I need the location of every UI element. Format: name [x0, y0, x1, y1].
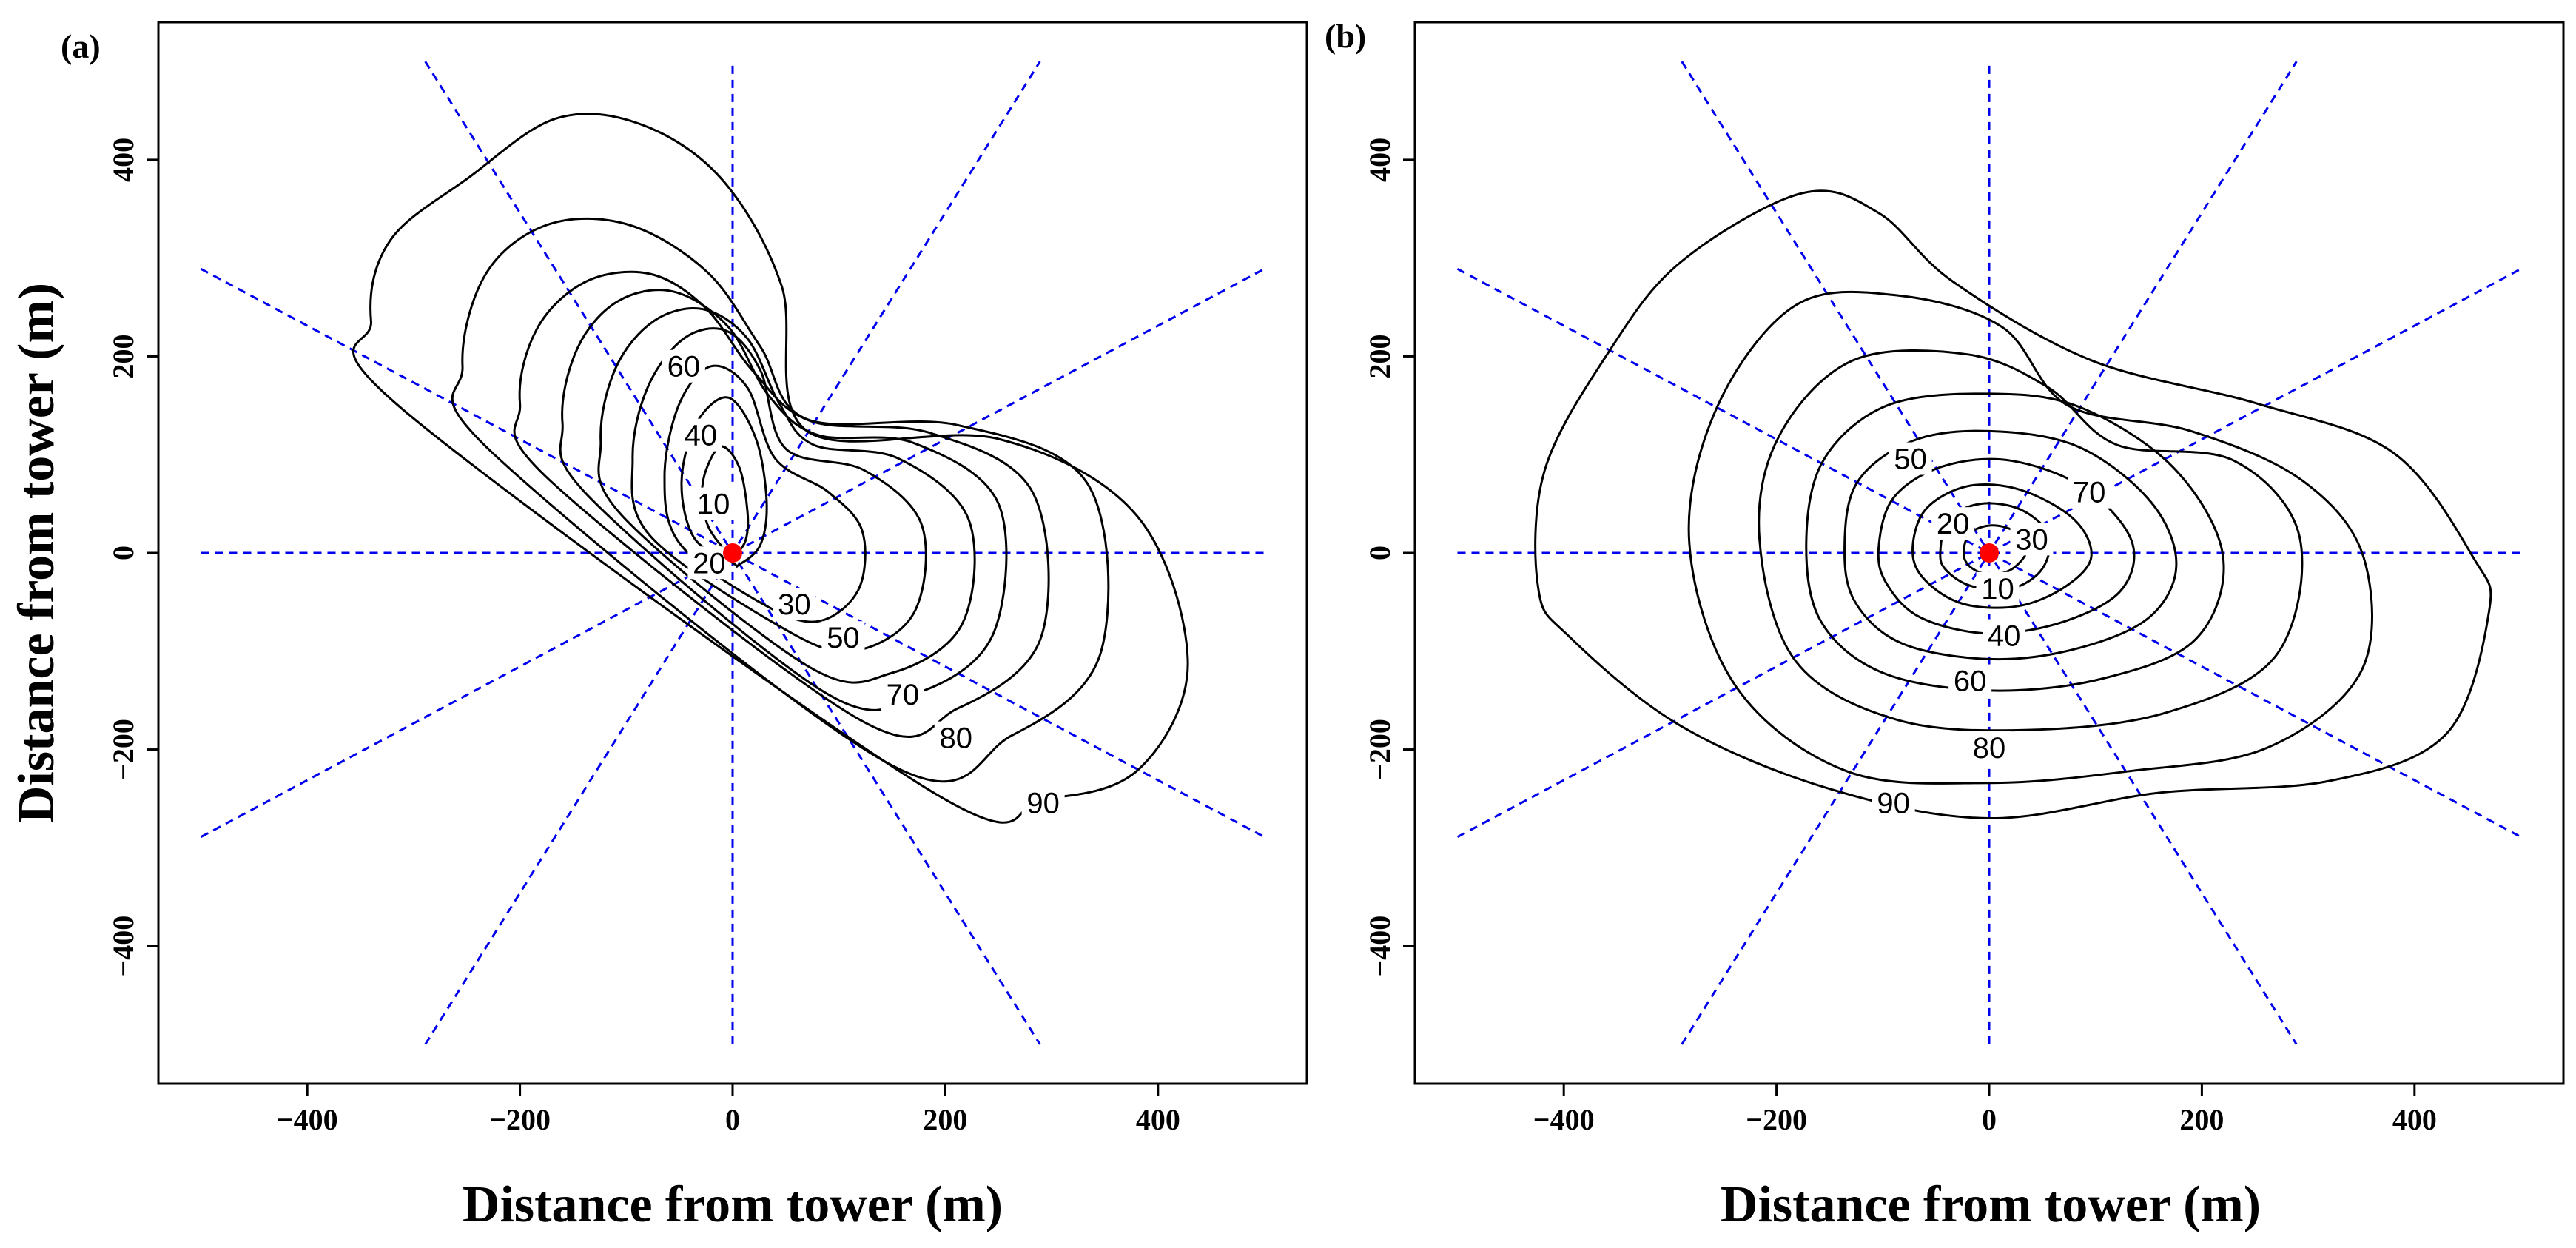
panel-b: (b) 10 20 30 40 50 60 70 80 90 −400 −200 0 200 400 −… [1325, 17, 2565, 1233]
contour-label-bg-a-80 [934, 721, 978, 754]
x-tick-label-b: 200 [2179, 1103, 2224, 1136]
contour-label-bg-b-60 [1948, 664, 1992, 697]
contour-b-30 [1911, 483, 2093, 609]
x-tick-label-b: 0 [1982, 1103, 1997, 1136]
contour-label-b-90: 90 [1877, 787, 1910, 819]
contour-b-40 [1877, 457, 2136, 635]
y-tick-label-b: −400 [1363, 916, 1396, 977]
y-axis-b: −400 −200 0 200 400 [1363, 138, 1415, 977]
contour-label-bg-a-70 [881, 678, 924, 711]
contour-label-b-80: 80 [1973, 732, 2006, 765]
contour-label-a-50: 50 [827, 622, 860, 654]
sector-line-b-3 [1456, 267, 2522, 839]
sector-line-a-3 [200, 267, 1265, 839]
x-tick-label-b: 400 [2392, 1103, 2437, 1136]
y-tick-label-a: 400 [107, 138, 140, 182]
contour-label-b-70: 70 [2073, 477, 2106, 509]
contour-label-bg-b-20 [1931, 507, 1975, 540]
contour-label-a-10: 10 [697, 489, 730, 521]
contour-label-bg-a-40 [679, 418, 722, 452]
sector-line-b-4 [1456, 267, 2522, 839]
y-tick-label-a: 0 [107, 546, 140, 560]
contour-label-bg-b-70 [2068, 475, 2111, 509]
contour-label-bg-b-50 [1889, 442, 1932, 475]
x-tick-label-a: 0 [725, 1103, 740, 1136]
contour-label-a-90: 90 [1026, 787, 1060, 819]
contour-label-bg-b-10 [1976, 571, 2020, 605]
y-tick-label-a: 200 [107, 334, 140, 378]
contour-b-50 [1843, 429, 2178, 661]
x-tick-label-a: −200 [489, 1103, 551, 1136]
x-axis-b: −400 −200 0 200 400 [1533, 1084, 2437, 1136]
contour-label-bg-a-30 [773, 588, 816, 621]
y-tick-label-a: −400 [107, 916, 140, 977]
contour-label-a-40: 40 [685, 420, 718, 452]
contours-a [352, 113, 1189, 824]
contour-labels-b: 10 20 30 40 50 60 70 80 90 [1872, 442, 2111, 819]
contour-label-b-50: 50 [1894, 443, 1927, 476]
tower-marker-a [723, 543, 742, 563]
y-axis-title-a: Distance from tower (m) [8, 283, 65, 823]
panel-a: (a) 10 20 30 40 50 60 70 80 90 −400 −200 0 200 400 −… [8, 21, 1308, 1233]
contour-label-b-30: 30 [2015, 523, 2048, 556]
contour-label-b-40: 40 [1988, 620, 2021, 653]
contour-a-90 [352, 113, 1189, 824]
contour-a-70 [513, 270, 1050, 739]
x-axis-title-a: Distance from tower (m) [463, 1176, 1003, 1233]
x-tick-label-b: −400 [1533, 1103, 1595, 1136]
contour-label-bg-b-80 [1968, 731, 2011, 764]
contour-label-bg-a-60 [662, 349, 705, 383]
contour-label-bg-b-30 [2010, 523, 2054, 556]
contour-a-80 [451, 217, 1110, 783]
y-tick-label-b: −200 [1363, 719, 1396, 780]
contour-label-a-80: 80 [940, 722, 973, 755]
x-tick-label-b: −200 [1746, 1103, 1807, 1136]
x-axis-a: −400 −200 0 200 400 [277, 1084, 1180, 1136]
contour-label-bg-a-90 [1021, 786, 1065, 819]
tower-marker-b [1980, 543, 1999, 563]
panel-label-b: (b) [1325, 17, 1366, 55]
contour-label-a-60: 60 [667, 351, 701, 383]
contour-label-b-20: 20 [1937, 508, 1970, 540]
contour-label-a-30: 30 [778, 588, 811, 621]
x-tick-label-a: 400 [1136, 1103, 1180, 1136]
contours-b [1534, 189, 2492, 820]
contour-a-20 [680, 396, 768, 568]
panel-label-a: (a) [61, 27, 101, 65]
y-axis-a: −400 −200 0 200 400 [107, 138, 158, 977]
contour-b-60 [1805, 392, 2225, 692]
contour-label-a-20: 20 [693, 547, 726, 580]
x-tick-label-a: 200 [923, 1103, 967, 1136]
x-axis-title-b: Distance from tower (m) [1721, 1176, 2261, 1233]
contour-label-bg-b-40 [1983, 619, 2026, 652]
contour-label-bg-b-90 [1872, 786, 1915, 819]
contour-label-bg-a-50 [821, 621, 865, 654]
contour-a-50 [597, 307, 976, 684]
x-tick-label-a: −400 [277, 1103, 338, 1136]
y-tick-label-b: 0 [1363, 546, 1396, 560]
contour-b-90 [1534, 189, 2492, 820]
y-tick-label-b: 400 [1363, 138, 1396, 182]
contour-label-bg-a-10 [692, 487, 736, 520]
y-tick-label-b: 200 [1363, 334, 1396, 378]
contour-label-a-70: 70 [887, 679, 920, 711]
contour-label-b-60: 60 [1954, 665, 1987, 698]
sector-line-a-4 [200, 267, 1265, 839]
contour-b-80 [1687, 290, 2373, 785]
contour-b-70 [1758, 349, 2304, 732]
contour-label-b-10: 10 [1981, 573, 2014, 605]
y-tick-label-a: −200 [107, 719, 140, 780]
